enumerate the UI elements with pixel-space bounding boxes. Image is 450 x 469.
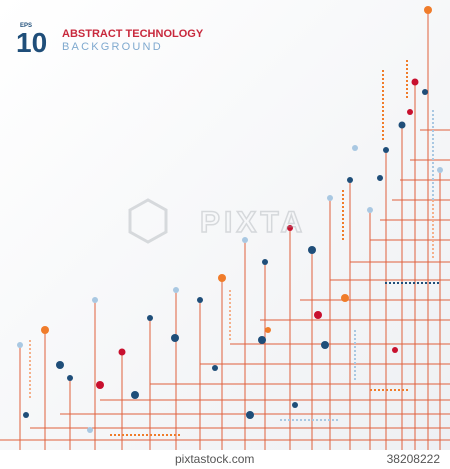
watermark: PIXTA [128, 198, 306, 244]
watermark-text: PIXTA [200, 206, 306, 239]
dots [17, 6, 443, 433]
dot [147, 315, 153, 321]
dot [17, 342, 23, 348]
dot [96, 381, 104, 389]
dot [87, 427, 93, 433]
dot [407, 109, 413, 115]
dot [197, 297, 203, 303]
dot [218, 274, 226, 282]
badge-label: EPS [20, 23, 32, 29]
dot [392, 347, 398, 353]
dot [23, 412, 29, 418]
dot [118, 348, 126, 356]
dot [321, 341, 329, 349]
vertical-lines [19, 10, 441, 450]
footer-site: pixtastock.com [175, 452, 254, 466]
dot [265, 327, 271, 333]
dot [398, 121, 406, 129]
title: ABSTRACT TECHNOLOGY [62, 28, 204, 40]
horizontal-lines [0, 129, 450, 441]
dot [424, 6, 432, 14]
dot [212, 365, 218, 371]
dot [92, 297, 98, 303]
dot [56, 361, 64, 369]
footer-bar [0, 450, 450, 469]
dot [411, 78, 419, 86]
dot [262, 259, 268, 265]
dot [383, 147, 389, 153]
dot [67, 375, 73, 381]
dot [352, 145, 358, 151]
dot [173, 287, 179, 293]
dot [292, 402, 298, 408]
subtitle: BACKGROUND [62, 41, 163, 53]
dot [131, 391, 139, 399]
dot [341, 294, 349, 302]
backdrop [0, 0, 450, 450]
dot [437, 167, 443, 173]
dot [258, 336, 266, 344]
dot [422, 89, 428, 95]
header: EPS 10 ABSTRACT TECHNOLOGY BACKGROUND [16, 23, 204, 58]
footer-id: 38208222 [387, 452, 441, 466]
dot [327, 195, 333, 201]
dot [171, 334, 179, 342]
dot [314, 311, 322, 319]
dot [347, 177, 353, 183]
badge-number: 10 [16, 27, 47, 58]
dotted-lines [29, 60, 440, 436]
dot [246, 411, 254, 419]
footer: pixtastock.com 38208222 [0, 450, 450, 469]
dot [242, 237, 248, 243]
dot [367, 207, 373, 213]
dot [308, 246, 316, 254]
dot [377, 175, 383, 181]
watermark-logo [128, 198, 168, 244]
dot [41, 326, 49, 334]
dot [287, 225, 293, 231]
